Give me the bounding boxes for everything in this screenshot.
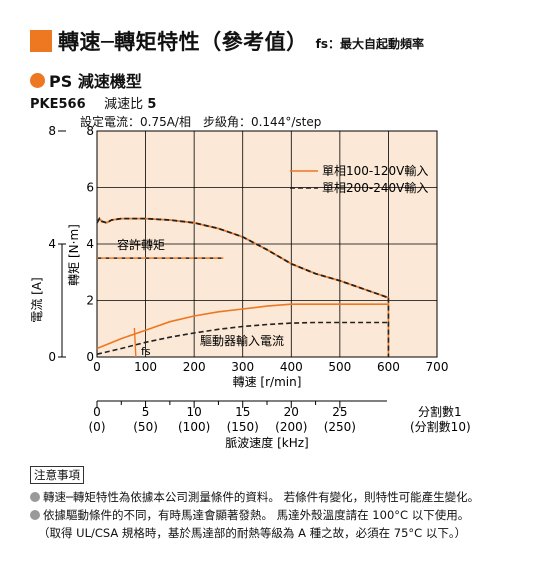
- current-axis-label: 電流 [A]: [30, 277, 44, 322]
- ratio-label: 減速比: [104, 97, 144, 112]
- fs-label: fs: [141, 345, 151, 358]
- model-line: PKE566 減速比 5: [30, 93, 156, 112]
- page-subtitle: fs：最大自起動頻率: [315, 36, 425, 51]
- ratio-value: 5: [147, 97, 157, 112]
- spec-line: 設定電流：0.75A/相 步級角：0.144°/step: [80, 115, 322, 129]
- pulse-div10-name: (分割數10): [410, 419, 471, 434]
- pulse-div1-tick: 5: [142, 405, 150, 419]
- torque-tick-label: 6: [86, 181, 94, 195]
- pulse-div10-tick: (250): [324, 420, 356, 434]
- x-tick-label: 600: [377, 360, 400, 374]
- x-tick-label: 500: [328, 360, 351, 374]
- note-text-1: 轉速─轉矩特性為依據本公司測量條件的資料。 若條件有變化，則特性可能產生變化。: [43, 490, 480, 504]
- current-tick-labels: 0 4 8: [48, 124, 66, 364]
- torque-tick-label: 4: [86, 237, 94, 251]
- pulse-div1-tick: 25: [332, 405, 347, 419]
- current-tick-label: 0: [48, 350, 56, 364]
- legend-label-solid: 單相100-120V輸入: [322, 163, 428, 178]
- torque-tick-label: 2: [86, 294, 94, 308]
- driver-current-label: 驅動器輸入電流: [200, 333, 284, 348]
- pulse-div10-tick: (150): [227, 420, 259, 434]
- x-tick-label: 700: [426, 360, 449, 374]
- x-tick-label: 400: [280, 360, 303, 374]
- note-text-2: 依據驅動條件的不同，有時馬達會顯著發熱。 馬達外殼溫度請在 100°C 以下使用…: [43, 508, 470, 522]
- x-tick-label: 300: [231, 360, 254, 374]
- pulse-div1-tick: 10: [187, 405, 202, 419]
- bullet-icon: [30, 510, 40, 520]
- grid: [97, 131, 437, 357]
- pulse-div10-tick: (50): [133, 420, 158, 434]
- series-heading: PS 減速機型: [30, 68, 142, 92]
- pulse-axis-label: 脈波速度 [kHz]: [225, 435, 308, 450]
- pulse-div1-name: 分割數1: [418, 404, 462, 419]
- x-tick-labels: 0 100 200 300 400 500 600 700: [93, 360, 448, 374]
- current-tick-label: 4: [48, 237, 56, 251]
- x-tick-label: 0: [93, 360, 101, 374]
- notes-title: 注意事項: [30, 466, 84, 484]
- current-curve-dashed: [96, 321, 389, 355]
- legend-label-dashed: 單相200-240V輸入: [322, 180, 428, 195]
- pulse-div10-tick: (0): [89, 420, 106, 434]
- ratio: 減速比 5: [104, 97, 156, 112]
- x-tick-label: 100: [134, 360, 157, 374]
- header: 轉速─轉矩特性（參考值） fs：最大自起動頻率: [30, 26, 424, 56]
- legend: 單相100-120V輸入 單相200-240V輸入: [290, 163, 428, 195]
- pulse-div1-tick: 0: [93, 405, 101, 419]
- pulse-div10-tick: (200): [275, 420, 307, 434]
- x-axis-label: 轉速 [r/min]: [233, 375, 302, 389]
- accent-square: [30, 30, 52, 52]
- pulse-div10-tick: (100): [178, 420, 210, 434]
- curves: [96, 217, 390, 358]
- current-curve-solid: [96, 303, 389, 350]
- current-tick-label: 8: [48, 124, 56, 138]
- bullet-dot-icon: [30, 72, 45, 88]
- pulse-tick-labels: 0(0) 5(50) 10(100) 15(150) 20(200) 25(250): [89, 401, 356, 434]
- torque-tick-label: 0: [86, 350, 94, 364]
- allowable-torque-label: 容許轉矩: [117, 237, 165, 252]
- torque-tick-label: 8: [86, 124, 94, 138]
- notes: 注意事項 轉速─轉矩特性為依據本公司測量條件的資料。 若條件有變化，則特性可能產…: [30, 466, 479, 543]
- torque-axis-label: 轉矩 [N·m]: [67, 224, 81, 286]
- torque-curve-dashed: [96, 217, 389, 299]
- fs-line: [133, 327, 137, 358]
- note-line-1: 轉速─轉矩特性為依據本公司測量條件的資料。 若條件有變化，則特性可能產生變化。: [30, 489, 479, 505]
- note-line-3: （取得 UL/CSA 規格時，基於馬達部的耐熱等級為 A 種之故，必須在 75°…: [38, 526, 467, 540]
- note-line-2: 依據驅動條件的不同，有時馬達會顯著發熱。 馬達外殼溫度請在 100°C 以下使用…: [30, 507, 479, 523]
- page-title: 轉速─轉矩特性（參考值）: [58, 30, 308, 54]
- bullet-icon: [30, 492, 40, 502]
- model-name: PKE566: [30, 97, 86, 112]
- pulse-div1-tick: 20: [284, 405, 299, 419]
- x-tick-label: 200: [183, 360, 206, 374]
- series-title: PS 減速機型: [49, 72, 142, 91]
- pulse-div1-tick: 15: [235, 405, 250, 419]
- torque-tick-labels: 0 2 4 6 8: [86, 124, 94, 364]
